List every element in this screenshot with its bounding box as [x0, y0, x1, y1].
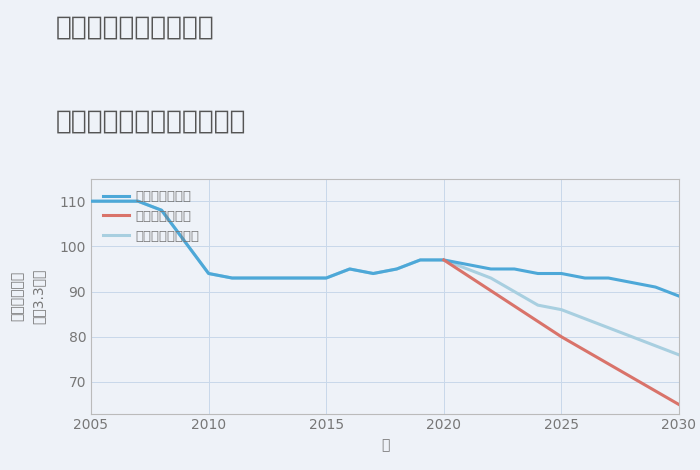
ノーマルシナリオ	[486, 275, 495, 281]
ノーマルシナリオ	[651, 343, 659, 349]
グッドシナリオ	[228, 275, 237, 281]
グッドシナリオ	[275, 275, 284, 281]
ノーマルシナリオ	[675, 352, 683, 358]
Line: グッドシナリオ: グッドシナリオ	[91, 201, 679, 296]
グッドシナリオ	[510, 266, 519, 272]
Text: 中古マンションの価格推移: 中古マンションの価格推移	[56, 108, 246, 134]
グッドシナリオ	[604, 275, 612, 281]
グッドシナリオ	[346, 266, 354, 272]
グッドシナリオ	[393, 266, 401, 272]
グッドシナリオ	[463, 262, 472, 267]
グッドシナリオ	[651, 284, 659, 290]
グッドシナリオ	[322, 275, 330, 281]
グッドシナリオ	[416, 257, 424, 263]
グッドシナリオ	[675, 293, 683, 299]
ノーマルシナリオ	[440, 257, 448, 263]
グッドシナリオ	[134, 198, 142, 204]
ノーマルシナリオ	[322, 275, 330, 281]
ノーマルシナリオ	[228, 275, 237, 281]
バッドシナリオ	[675, 402, 683, 407]
グッドシナリオ	[204, 271, 213, 276]
Legend: グッドシナリオ, バッドシナリオ, ノーマルシナリオ: グッドシナリオ, バッドシナリオ, ノーマルシナリオ	[97, 185, 205, 248]
グッドシナリオ	[298, 275, 307, 281]
グッドシナリオ	[628, 280, 636, 285]
グッドシナリオ	[440, 257, 448, 263]
バッドシナリオ	[440, 257, 448, 263]
グッドシナリオ	[369, 271, 377, 276]
ノーマルシナリオ	[581, 316, 589, 321]
ノーマルシナリオ	[204, 271, 213, 276]
グッドシナリオ	[87, 198, 95, 204]
ノーマルシナリオ	[557, 307, 566, 313]
ノーマルシナリオ	[533, 302, 542, 308]
ノーマルシナリオ	[604, 325, 612, 330]
グッドシナリオ	[181, 239, 189, 245]
グッドシナリオ	[557, 271, 566, 276]
バッドシナリオ	[557, 334, 566, 340]
ノーマルシナリオ	[510, 289, 519, 294]
ノーマルシナリオ	[416, 257, 424, 263]
グッドシナリオ	[251, 275, 260, 281]
ノーマルシナリオ	[346, 266, 354, 272]
グッドシナリオ	[581, 275, 589, 281]
ノーマルシナリオ	[298, 275, 307, 281]
グッドシナリオ	[533, 271, 542, 276]
ノーマルシナリオ	[251, 275, 260, 281]
ノーマルシナリオ	[87, 198, 95, 204]
ノーマルシナリオ	[181, 239, 189, 245]
ノーマルシナリオ	[275, 275, 284, 281]
ノーマルシナリオ	[628, 334, 636, 340]
Text: 奈良県橿原市醍醐町の: 奈良県橿原市醍醐町の	[56, 14, 215, 40]
Text: 平（3.3㎡）: 平（3.3㎡）	[32, 268, 46, 324]
Line: バッドシナリオ: バッドシナリオ	[444, 260, 679, 405]
ノーマルシナリオ	[158, 207, 166, 213]
ノーマルシナリオ	[369, 271, 377, 276]
グッドシナリオ	[158, 207, 166, 213]
Text: 単価（万円）: 単価（万円）	[10, 271, 25, 321]
ノーマルシナリオ	[393, 266, 401, 272]
グッドシナリオ	[486, 266, 495, 272]
ノーマルシナリオ	[463, 266, 472, 272]
ノーマルシナリオ	[134, 198, 142, 204]
X-axis label: 年: 年	[381, 438, 389, 452]
Line: ノーマルシナリオ: ノーマルシナリオ	[91, 201, 679, 355]
